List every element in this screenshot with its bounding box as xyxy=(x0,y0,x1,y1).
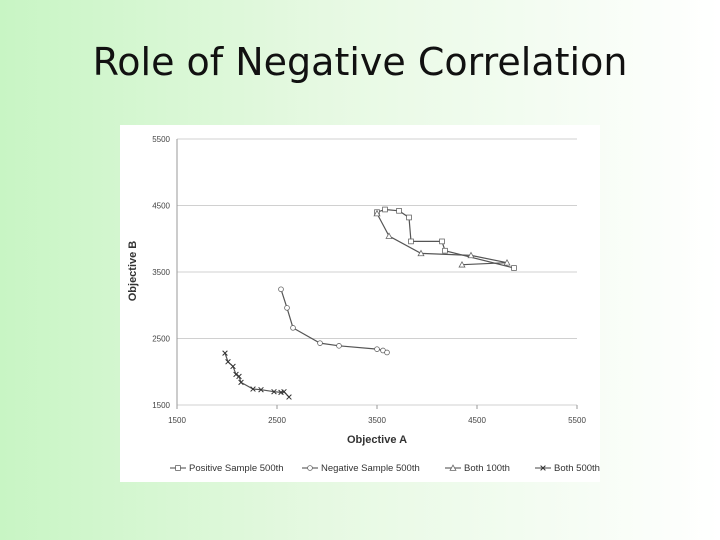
legend-label: Both 100th xyxy=(464,463,510,474)
data-point xyxy=(406,214,412,221)
data-point xyxy=(271,388,277,395)
axes: 1500 2500 3500 4500 5500 1500 2500 3500 4500 5500 xyxy=(152,135,586,425)
y-tick-label: 5500 xyxy=(152,135,170,144)
legend-item: Both 500th xyxy=(535,463,600,474)
chart-container: 1500 2500 3500 4500 5500 1500 2500 3500 4500 5500… xyxy=(120,125,600,482)
legend-marker xyxy=(307,465,313,471)
x-tick-label: 2500 xyxy=(268,416,286,425)
data-point xyxy=(233,371,239,378)
x-tick-label: 3500 xyxy=(368,416,386,425)
data-point xyxy=(222,350,228,356)
y-tick-label: 3500 xyxy=(152,268,170,277)
legend-marker xyxy=(449,464,457,471)
data-point xyxy=(384,349,390,356)
legend-item: Negative Sample 500th xyxy=(302,463,420,474)
series-4 xyxy=(222,350,292,400)
data-point xyxy=(230,363,236,370)
data-point xyxy=(286,394,292,400)
x-axis-label: Objective A xyxy=(347,434,407,446)
series-group xyxy=(222,206,517,400)
x-tick-label: 4500 xyxy=(468,416,486,425)
data-point xyxy=(408,238,414,245)
data-point xyxy=(396,208,402,214)
y-tick-label: 2500 xyxy=(152,335,170,344)
data-point xyxy=(238,379,244,386)
data-point xyxy=(373,209,381,217)
y-axis-label: Objective B xyxy=(127,241,139,302)
data-point xyxy=(511,265,517,271)
legend-marker xyxy=(540,465,546,471)
data-point xyxy=(317,340,323,346)
legend-label: Positive Sample 500th xyxy=(189,463,284,474)
data-point xyxy=(225,359,231,365)
grid-lines xyxy=(177,138,577,406)
data-point xyxy=(417,249,425,257)
series-line xyxy=(376,208,515,269)
x-tick-label: 1500 xyxy=(168,416,186,425)
data-point xyxy=(258,386,264,393)
data-point xyxy=(503,258,511,266)
x-tick-label: 5500 xyxy=(568,416,586,425)
data-point xyxy=(439,238,445,245)
data-point xyxy=(284,305,290,311)
y-tick-label: 4500 xyxy=(152,202,170,211)
data-point xyxy=(236,373,242,380)
legend: Positive Sample 500th Negative Sample 500… xyxy=(170,463,600,474)
data-point xyxy=(281,388,287,395)
legend-item: Positive Sample 500th xyxy=(170,463,284,474)
series-3 xyxy=(373,209,511,268)
series-line xyxy=(376,213,508,266)
scatter-line-chart: 1500 2500 3500 4500 5500 1500 2500 3500 4500 5500… xyxy=(127,135,600,474)
legend-item: Both 100th xyxy=(445,463,510,474)
data-point xyxy=(442,247,448,254)
data-point xyxy=(458,260,466,268)
data-point xyxy=(250,386,256,392)
data-point xyxy=(467,251,475,259)
legend-label: Both 500th xyxy=(554,463,600,474)
data-point xyxy=(290,325,296,331)
series-line xyxy=(280,289,388,354)
series-2 xyxy=(278,286,390,356)
legend-marker xyxy=(175,465,181,471)
series-1 xyxy=(374,206,517,271)
data-point xyxy=(374,346,380,352)
data-point xyxy=(382,206,388,213)
legend-label: Negative Sample 500th xyxy=(321,463,420,474)
y-tick-label: 1500 xyxy=(152,401,170,410)
data-point xyxy=(385,232,393,239)
data-point xyxy=(336,343,342,349)
slide-title: Role of Negative Correlation xyxy=(92,40,628,84)
data-point xyxy=(278,286,284,293)
